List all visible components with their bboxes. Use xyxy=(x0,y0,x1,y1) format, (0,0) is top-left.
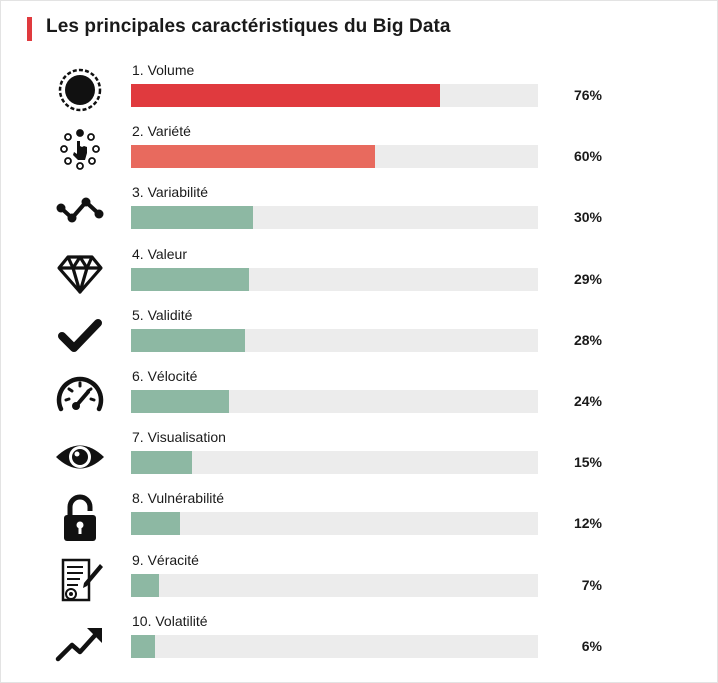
bar xyxy=(131,573,160,597)
bar-row: 4. Valeur 29% xyxy=(0,246,718,308)
bar-track xyxy=(131,145,538,169)
trend-up-icon xyxy=(54,615,106,667)
category-label: 10. Volatilité xyxy=(132,612,208,629)
category-label: 4. Valeur xyxy=(132,245,187,262)
bar-row: 10. Volatilité 6% xyxy=(0,613,718,675)
title-accent-bar xyxy=(27,17,32,41)
bar xyxy=(131,328,245,352)
bar xyxy=(131,512,180,536)
diamond-icon xyxy=(54,248,106,300)
category-label: 1. Volume xyxy=(132,62,195,78)
value-label: 12% xyxy=(573,515,602,532)
bar xyxy=(131,390,229,413)
volume-icon xyxy=(54,64,106,116)
bar-track xyxy=(131,451,538,475)
speedometer-icon xyxy=(54,370,106,422)
bar-track xyxy=(131,634,538,658)
bar-row: 6. Vélocité 24% xyxy=(0,368,718,430)
category-label: 9. Véracité xyxy=(132,551,199,568)
category-label: 8. Vulnérabilité xyxy=(132,490,225,507)
bar-track xyxy=(131,267,538,291)
value-label: 24% xyxy=(573,393,602,409)
checkmark-icon xyxy=(54,309,106,361)
eye-icon xyxy=(54,431,106,483)
bar-row: 9. Véracité 7% xyxy=(0,552,718,614)
bar xyxy=(131,206,254,230)
value-label: 6% xyxy=(581,637,602,654)
bar-row: 8. Vulnérabilité 12% xyxy=(0,490,718,552)
category-label: 5. Validité xyxy=(132,306,193,323)
category-label: 2. Variété xyxy=(132,123,191,140)
bar xyxy=(131,451,193,475)
value-label: 30% xyxy=(573,209,602,226)
bar-track xyxy=(131,206,538,230)
bar-row: 1. Volume 76% xyxy=(0,62,718,124)
value-label: 76% xyxy=(573,87,602,103)
bar-track xyxy=(131,512,538,536)
variability-icon xyxy=(54,186,106,238)
bar-row: 3. Variabilité 30% xyxy=(0,184,718,246)
bar xyxy=(131,145,376,169)
bar-row: 5. Validité 28% xyxy=(0,307,718,369)
variety-icon xyxy=(54,125,106,177)
bar-track xyxy=(131,84,538,107)
bar-track xyxy=(131,573,538,597)
padlock-icon xyxy=(54,492,106,544)
bar-row: 2. Variété 60% xyxy=(0,123,718,185)
bar-track xyxy=(131,328,538,352)
category-label: 6. Vélocité xyxy=(132,368,198,384)
category-label: 7. Visualisation xyxy=(132,429,226,446)
value-label: 29% xyxy=(573,270,602,287)
value-label: 7% xyxy=(581,576,602,593)
bar xyxy=(131,634,156,658)
category-label: 3. Variabilité xyxy=(132,184,209,201)
bar xyxy=(131,267,250,291)
value-label: 15% xyxy=(573,454,602,471)
value-label: 60% xyxy=(573,148,602,165)
chart-title: Les principales caractéristiques du Big … xyxy=(46,16,451,37)
certificate-icon xyxy=(54,554,106,606)
value-label: 28% xyxy=(573,331,602,348)
bar xyxy=(131,84,441,107)
bar-track xyxy=(131,390,538,413)
bar-row: 7. Visualisation 15% xyxy=(0,429,718,491)
